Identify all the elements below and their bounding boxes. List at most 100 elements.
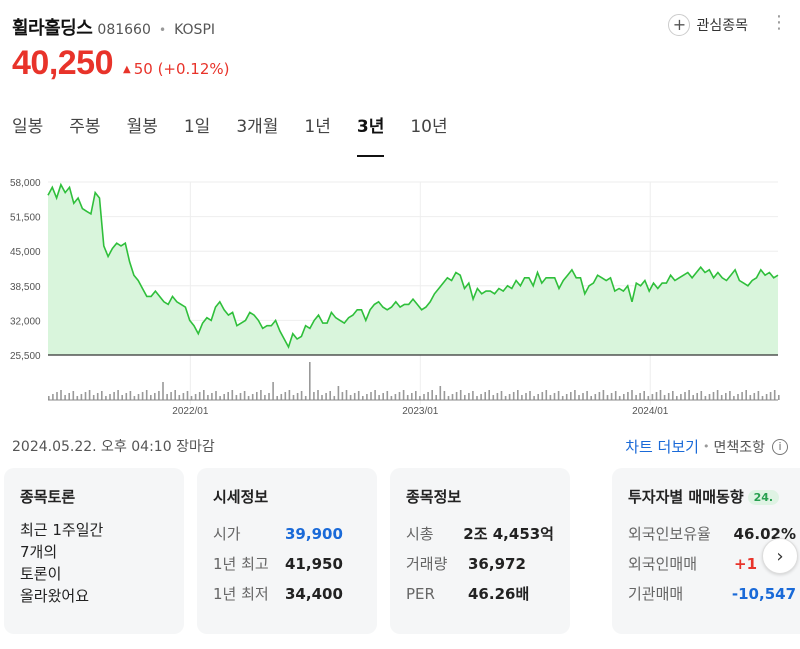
volume-bar bbox=[337, 386, 340, 400]
stock-info-value: 2조 4,453억 bbox=[463, 525, 554, 543]
volume-bar bbox=[684, 392, 686, 400]
tab-4[interactable]: 3개월 bbox=[236, 117, 279, 137]
quote-title: 시세정보 bbox=[213, 488, 269, 506]
volume-bar bbox=[198, 392, 201, 400]
volume-bar bbox=[84, 392, 87, 400]
volume-bar bbox=[101, 391, 103, 400]
stock-info-row: 거래량 36,972 bbox=[406, 549, 554, 579]
volume-bar bbox=[692, 395, 694, 400]
volume-bar bbox=[749, 395, 752, 400]
volume-bar bbox=[247, 396, 250, 400]
volume-bar bbox=[207, 395, 209, 400]
volume-bar bbox=[72, 391, 75, 400]
volume-bar bbox=[349, 395, 352, 400]
y-tick-label: 32,000 bbox=[10, 316, 41, 327]
volume-bar bbox=[720, 395, 723, 400]
volume-bar bbox=[411, 393, 413, 400]
volume-bar bbox=[92, 395, 95, 400]
volume-bar bbox=[712, 392, 715, 400]
tab-0[interactable]: 일봉 bbox=[12, 117, 44, 137]
volume-bar bbox=[382, 393, 384, 400]
quote-row-open: 시가 39,900 bbox=[213, 519, 361, 549]
investor-card[interactable]: 투자자별 매매동향 24. 외국인보유율 46.02% 외국인매매 +1 기관매매… bbox=[612, 468, 800, 634]
stock-info-row: PER 46.26배 bbox=[406, 579, 554, 609]
investor-key: 외국인매매 bbox=[628, 555, 698, 573]
info-icon[interactable]: i bbox=[772, 438, 788, 455]
volume-bar bbox=[288, 390, 291, 400]
volume-bar bbox=[264, 395, 266, 400]
discussion-line: 7개의 bbox=[20, 543, 58, 561]
volume-bar bbox=[761, 396, 764, 400]
volume-bar bbox=[725, 393, 727, 400]
tab-3[interactable]: 1일 bbox=[183, 117, 211, 137]
volume-bar bbox=[125, 393, 128, 400]
volume-bar bbox=[80, 394, 83, 400]
volume-bar bbox=[525, 393, 527, 400]
tab-6[interactable]: 3년 bbox=[356, 112, 385, 157]
volume-bar bbox=[353, 393, 356, 400]
volume-bar bbox=[223, 394, 225, 400]
volume-bar bbox=[260, 390, 262, 400]
volume-bar bbox=[468, 393, 470, 400]
volume-bar bbox=[667, 393, 670, 400]
discussion-line: 올라왔어요 bbox=[20, 587, 90, 605]
volume-bar bbox=[488, 390, 490, 400]
volume-bar bbox=[137, 394, 140, 400]
volume-bar bbox=[243, 391, 246, 400]
tab-1[interactable]: 주봉 bbox=[69, 117, 101, 137]
volume-bar bbox=[64, 395, 66, 400]
stock-header: 휠라홀딩스 081660 • KOSPI + 관심종목 ⋮ bbox=[12, 14, 788, 40]
volume-bar bbox=[304, 396, 307, 400]
y-tick-label: 25,500 bbox=[10, 351, 41, 362]
volume-bar bbox=[321, 395, 323, 400]
quote-key: 1년 최고 bbox=[213, 555, 269, 573]
quote-key: 1년 최저 bbox=[213, 585, 269, 603]
volume-bar bbox=[565, 394, 568, 400]
volume-bar bbox=[154, 393, 156, 400]
tab-5[interactable]: 1년 bbox=[304, 117, 331, 137]
volume-bar bbox=[435, 395, 437, 400]
change-percent: (+0.12%) bbox=[157, 60, 230, 78]
volume-bar bbox=[427, 392, 429, 400]
volume-bar bbox=[357, 391, 360, 400]
plus-icon: + bbox=[668, 14, 691, 36]
volume-bar bbox=[313, 392, 315, 400]
tab-2[interactable]: 월봉 bbox=[126, 117, 158, 137]
quote-card[interactable]: 시세정보 시가 39,900 1년 최고 41,950 1년 최저 34,400 bbox=[197, 468, 377, 634]
volume-bar bbox=[451, 394, 454, 400]
watchlist-button[interactable]: + 관심종목 bbox=[668, 14, 748, 36]
volume-bar bbox=[455, 392, 458, 400]
meta-links: 차트 더보기 • 면책조항 i bbox=[625, 436, 788, 457]
volume-bar bbox=[680, 394, 682, 400]
volume-bar bbox=[737, 394, 739, 400]
volume-bar bbox=[716, 390, 719, 400]
volume-bar bbox=[533, 396, 535, 400]
volume-bar bbox=[553, 393, 556, 400]
volume-bar bbox=[402, 390, 405, 400]
more-menu-icon[interactable]: ⋮ bbox=[770, 12, 788, 33]
price-change: ▲ 50 (+0.12%) bbox=[123, 60, 230, 78]
tab-7[interactable]: 10년 bbox=[410, 117, 448, 137]
volume-bar bbox=[406, 395, 409, 400]
volume-bar bbox=[459, 390, 462, 400]
volume-bar bbox=[529, 391, 531, 400]
volume-bar bbox=[594, 394, 597, 400]
stock-info-value: 46.26배 bbox=[468, 585, 530, 603]
volume-bar bbox=[194, 394, 197, 400]
disclaimer-link[interactable]: 면책조항 bbox=[713, 439, 765, 456]
volume-bar bbox=[586, 391, 588, 400]
volume-bar bbox=[268, 393, 270, 400]
more-chart-link[interactable]: 차트 더보기 bbox=[625, 438, 699, 456]
volume-bar bbox=[647, 396, 650, 400]
volume-bar bbox=[150, 395, 152, 400]
volume-bar bbox=[374, 390, 376, 400]
volume-bar bbox=[672, 391, 674, 400]
stock-info-card[interactable]: 종목정보 시총 2조 4,453억 거래량 36,972 PER 46.26배 bbox=[390, 468, 570, 634]
investor-value: -10,547 bbox=[731, 585, 796, 603]
volume-bar bbox=[512, 392, 515, 400]
next-arrow-button[interactable]: › bbox=[762, 538, 798, 574]
current-price: 40,250 bbox=[12, 44, 114, 82]
discussion-card[interactable]: 종목토론 최근 1주일간 7개의 토론이 올라왔어요 bbox=[4, 468, 184, 634]
price-chart: 58,000 51,500 45,000 38,500 32,000 25,500 2022… bbox=[0, 160, 800, 420]
volume-bar bbox=[443, 391, 446, 400]
